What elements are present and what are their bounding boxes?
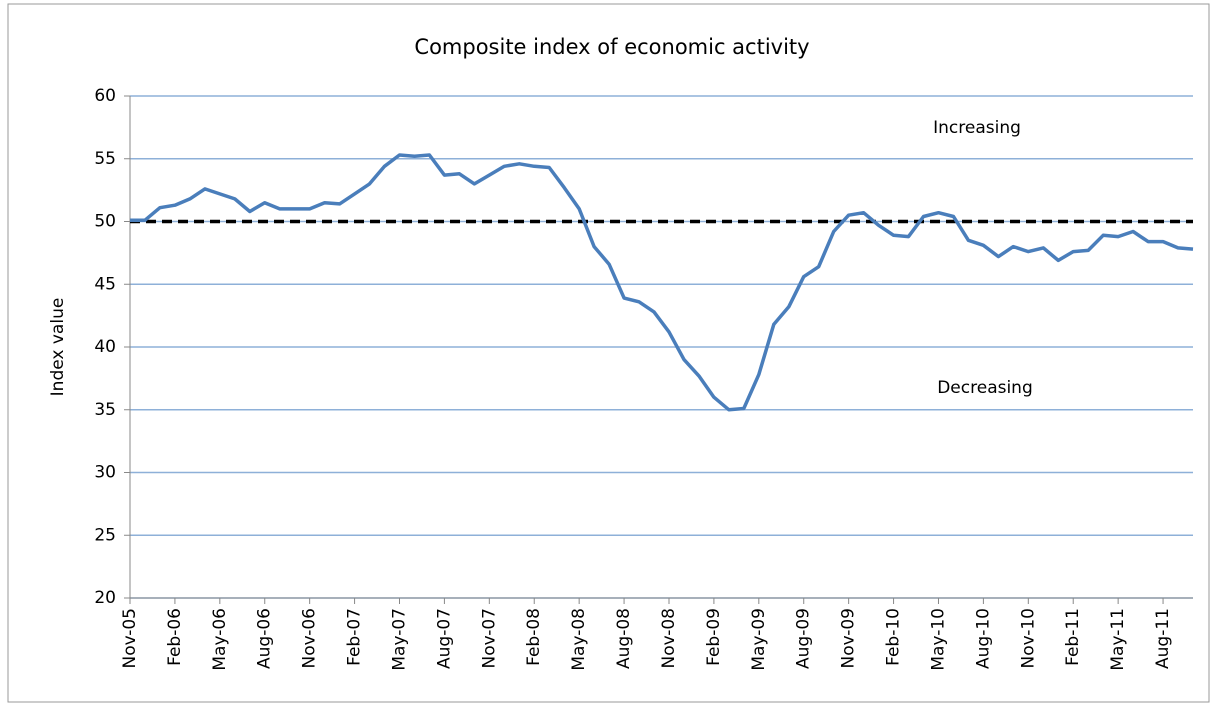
y-tick-label: 55 [94, 149, 116, 169]
x-tick-label: Nov-09 [839, 608, 859, 669]
x-tick-label: Aug-06 [255, 608, 275, 669]
x-tick-label: Feb-08 [524, 608, 544, 666]
x-tick-label: May-06 [210, 608, 230, 671]
data-line [130, 153, 1194, 412]
x-tick-label: May-09 [749, 608, 769, 671]
x-tick-label: Aug-07 [434, 608, 454, 669]
x-tick-label: Feb-09 [704, 608, 724, 666]
x-tick-label: Nov-07 [479, 608, 499, 669]
annotation: Decreasing [937, 378, 1033, 398]
y-tick-label: 60 [94, 86, 116, 106]
x-tick-label: Feb-07 [345, 608, 365, 666]
x-tick-label: May-10 [928, 608, 948, 671]
x-tick-label: May-11 [1108, 608, 1128, 671]
y-tick-label: 25 [94, 525, 116, 545]
x-tick-label: Nov-06 [300, 608, 320, 669]
y-tick-label: 30 [94, 463, 116, 483]
y-tick-label: 20 [94, 588, 116, 608]
y-tick-label: 50 [94, 212, 116, 232]
y-tick-label: 45 [94, 274, 116, 294]
x-tick-label: Aug-10 [973, 608, 993, 669]
x-tick-label: May-08 [569, 608, 589, 671]
y-tick-label: 35 [94, 400, 116, 420]
y-tick-label: 40 [94, 337, 116, 357]
x-tick-label: Nov-05 [120, 608, 140, 669]
x-tick-label: Nov-08 [659, 608, 679, 669]
x-tick-label: Aug-09 [794, 608, 814, 669]
x-tick-label: Feb-11 [1063, 608, 1083, 666]
annotation: Increasing [933, 118, 1021, 138]
x-tick-label: Feb-10 [884, 608, 904, 666]
x-tick-label: May-07 [389, 608, 409, 671]
x-tick-label: Nov-10 [1018, 608, 1038, 669]
x-tick-label: Aug-11 [1153, 608, 1173, 669]
y-axis-label: Index value [48, 298, 68, 397]
x-tick-label: Feb-06 [165, 608, 185, 666]
chart-frame [7, 3, 1210, 703]
chart-title: Composite index of economic activity [414, 35, 809, 59]
x-tick-label: Aug-08 [614, 608, 634, 669]
